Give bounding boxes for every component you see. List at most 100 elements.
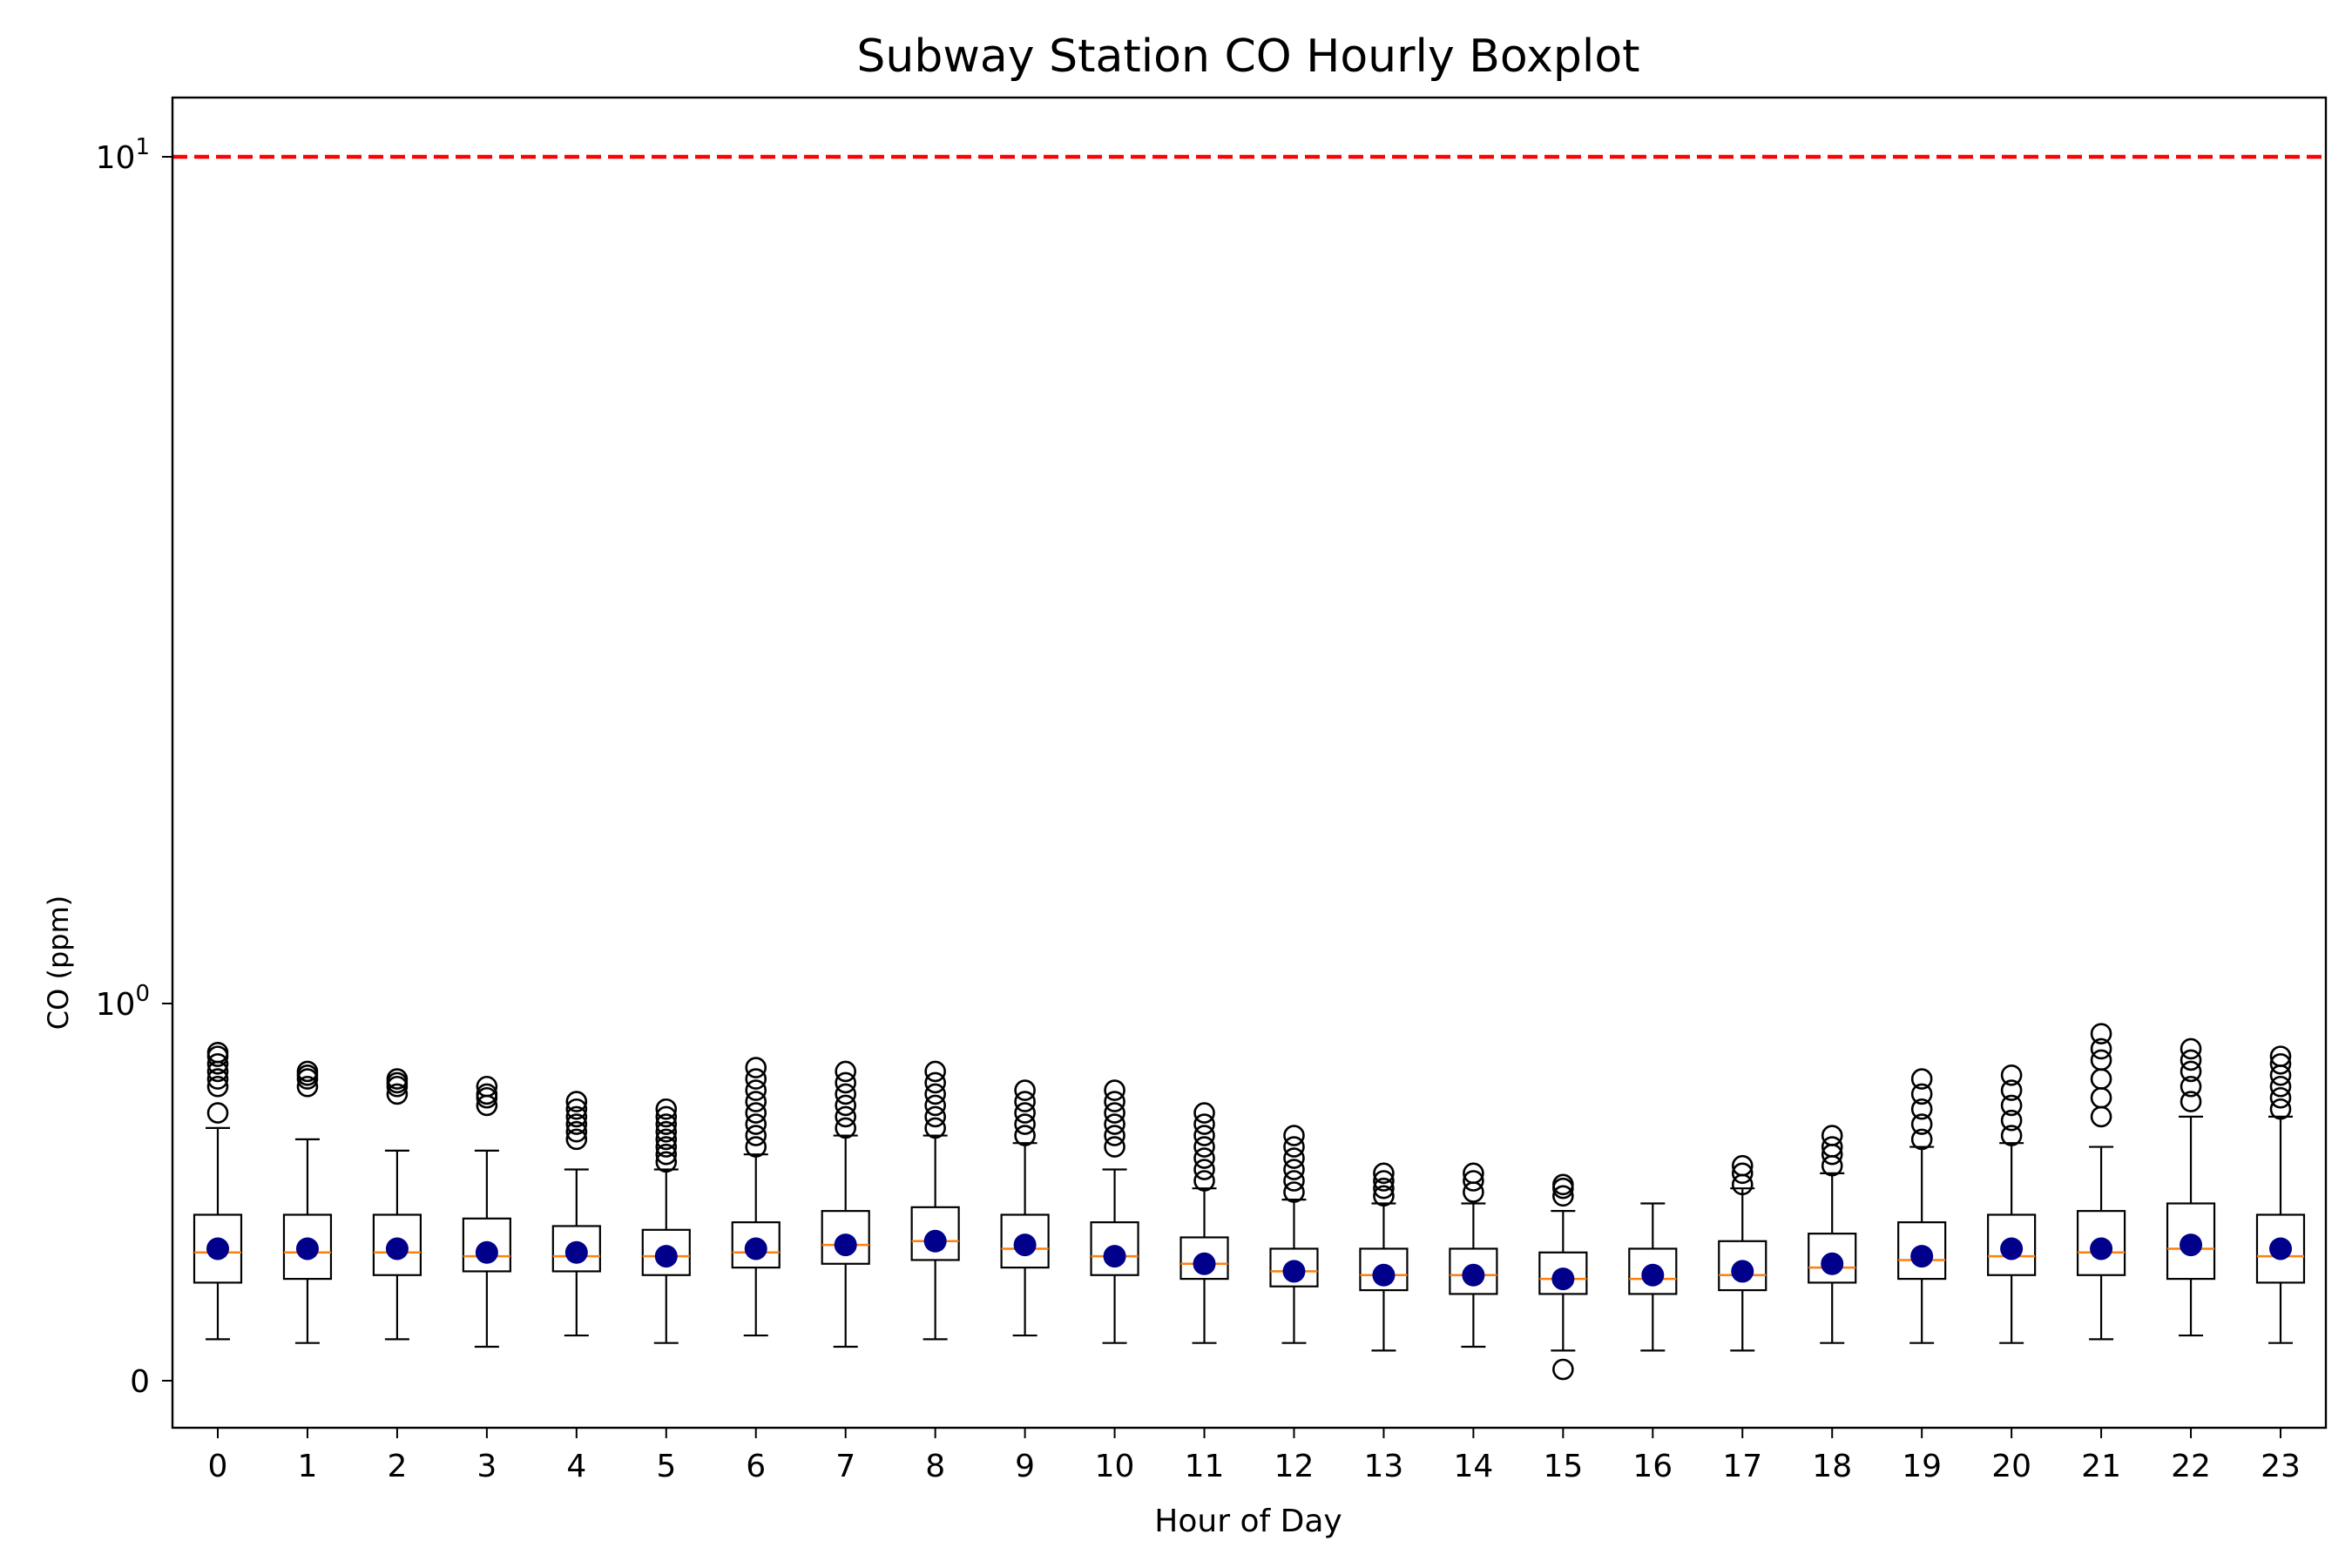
y-tick-base: 10 bbox=[96, 987, 136, 1023]
outlier-point bbox=[296, 1060, 319, 1083]
outlier-point bbox=[924, 1105, 946, 1128]
outlier-point bbox=[745, 1091, 767, 1112]
outlier-point bbox=[745, 1102, 767, 1124]
mean-marker bbox=[2090, 1237, 2113, 1260]
outlier-point bbox=[2180, 1037, 2202, 1060]
outlier-point bbox=[1014, 1113, 1036, 1135]
outlier-point bbox=[206, 1102, 229, 1124]
outlier-point bbox=[835, 1094, 856, 1117]
outlier-point bbox=[1014, 1125, 1036, 1146]
outlier-point bbox=[924, 1094, 946, 1117]
box-group-hour-7 bbox=[821, 1060, 870, 1348]
y-tick-label-one: 100 bbox=[96, 981, 150, 1023]
box-group-hour-10 bbox=[1090, 1079, 1139, 1344]
outlier-point bbox=[1731, 1154, 1754, 1177]
mean-marker bbox=[834, 1233, 857, 1257]
x-tick-label: 16 bbox=[1632, 1449, 1673, 1484]
mean-marker bbox=[1910, 1245, 1934, 1268]
outlier-point bbox=[1283, 1125, 1305, 1146]
outlier-point bbox=[1283, 1136, 1305, 1158]
outlier-point bbox=[2269, 1052, 2292, 1075]
box-group-hour-3 bbox=[462, 1075, 511, 1348]
outlier-point bbox=[655, 1105, 678, 1128]
mean-marker bbox=[1282, 1260, 1306, 1283]
y-tick-exponent: 0 bbox=[135, 981, 150, 1007]
mean-marker bbox=[1641, 1263, 1665, 1287]
outlier-point bbox=[655, 1136, 678, 1158]
x-tick-label: 21 bbox=[2081, 1449, 2121, 1484]
outlier-point bbox=[1104, 1136, 1125, 1158]
outlier-point bbox=[1193, 1147, 1215, 1169]
axes-frame bbox=[171, 96, 2328, 1429]
x-tick-label: 2 bbox=[387, 1449, 407, 1484]
outlier-point bbox=[1463, 1162, 1484, 1185]
outlier-point bbox=[1910, 1083, 1933, 1105]
outlier-point bbox=[1104, 1091, 1125, 1112]
outlier-point bbox=[1552, 1185, 1574, 1207]
outlier-point bbox=[1731, 1162, 1754, 1185]
outlier-point bbox=[1910, 1113, 1933, 1135]
outlier-point bbox=[2090, 1049, 2112, 1071]
plot-area bbox=[172, 154, 2326, 1381]
outlier-point bbox=[1104, 1125, 1125, 1146]
outlier-point bbox=[2000, 1094, 2023, 1117]
outlier-point bbox=[1910, 1068, 1933, 1090]
outlier-point bbox=[206, 1052, 229, 1075]
outlier-point bbox=[835, 1083, 856, 1105]
outlier-point bbox=[745, 1113, 767, 1135]
box-group-hour-0 bbox=[193, 1041, 243, 1341]
outlier-point bbox=[1014, 1102, 1036, 1124]
box-group-hour-13 bbox=[1359, 1162, 1409, 1352]
outlier-point bbox=[655, 1120, 678, 1143]
outlier-point bbox=[2269, 1045, 2292, 1067]
box-group-hour-15 bbox=[1538, 1173, 1588, 1381]
y-tick-label-ten: 101 bbox=[96, 134, 150, 176]
outlier-point bbox=[924, 1071, 946, 1094]
outlier-point bbox=[2090, 1023, 2112, 1044]
outlier-point bbox=[1552, 1173, 1574, 1196]
outlier-point bbox=[1283, 1159, 1305, 1180]
outlier-point bbox=[835, 1060, 856, 1083]
mean-marker bbox=[1551, 1267, 1575, 1291]
x-tick-label: 3 bbox=[476, 1449, 497, 1484]
box-group-hour-14 bbox=[1449, 1162, 1498, 1348]
box-group-hour-11 bbox=[1179, 1102, 1229, 1344]
outlier-point bbox=[745, 1136, 767, 1158]
mean-marker bbox=[1462, 1263, 1485, 1287]
outlier-point bbox=[745, 1079, 767, 1101]
x-tick-label: 0 bbox=[208, 1449, 228, 1484]
mean-marker bbox=[475, 1240, 498, 1264]
box-group-hour-12 bbox=[1269, 1125, 1319, 1344]
outlier-point bbox=[2000, 1109, 2023, 1132]
x-tick-label: 17 bbox=[1722, 1449, 1762, 1484]
chart-title: Subway Station CO Hourly Boxplot bbox=[856, 30, 1639, 83]
outlier-point bbox=[655, 1143, 678, 1166]
outlier-point bbox=[655, 1113, 678, 1135]
outlier-point bbox=[745, 1125, 767, 1146]
box-group-hour-20 bbox=[1987, 1064, 2037, 1344]
mean-marker bbox=[654, 1245, 678, 1268]
outlier-point bbox=[1373, 1170, 1395, 1192]
outlier-point bbox=[565, 1120, 588, 1143]
outlier-point bbox=[206, 1068, 229, 1090]
outlier-point bbox=[476, 1083, 498, 1105]
outlier-point bbox=[924, 1117, 946, 1139]
outlier-point bbox=[1104, 1113, 1125, 1135]
outlier-point bbox=[2000, 1125, 2023, 1146]
x-axis-label: Hour of Day bbox=[1154, 1504, 1342, 1539]
outlier-point bbox=[206, 1041, 229, 1064]
outlier-point bbox=[2000, 1079, 2023, 1101]
outlier-point bbox=[924, 1060, 946, 1083]
mean-marker bbox=[744, 1237, 767, 1260]
x-tick-label: 5 bbox=[656, 1449, 676, 1484]
outlier-point bbox=[1193, 1136, 1215, 1158]
mean-marker bbox=[2000, 1237, 2024, 1260]
box-group-hour-9 bbox=[1000, 1079, 1050, 1337]
outlier-point bbox=[565, 1098, 588, 1120]
outlier-point bbox=[2180, 1091, 2202, 1112]
outlier-point bbox=[1910, 1128, 1933, 1151]
outlier-point bbox=[835, 1117, 856, 1139]
outlier-point bbox=[1193, 1113, 1215, 1135]
mean-marker bbox=[1013, 1233, 1037, 1257]
outlier-point bbox=[2180, 1075, 2202, 1098]
